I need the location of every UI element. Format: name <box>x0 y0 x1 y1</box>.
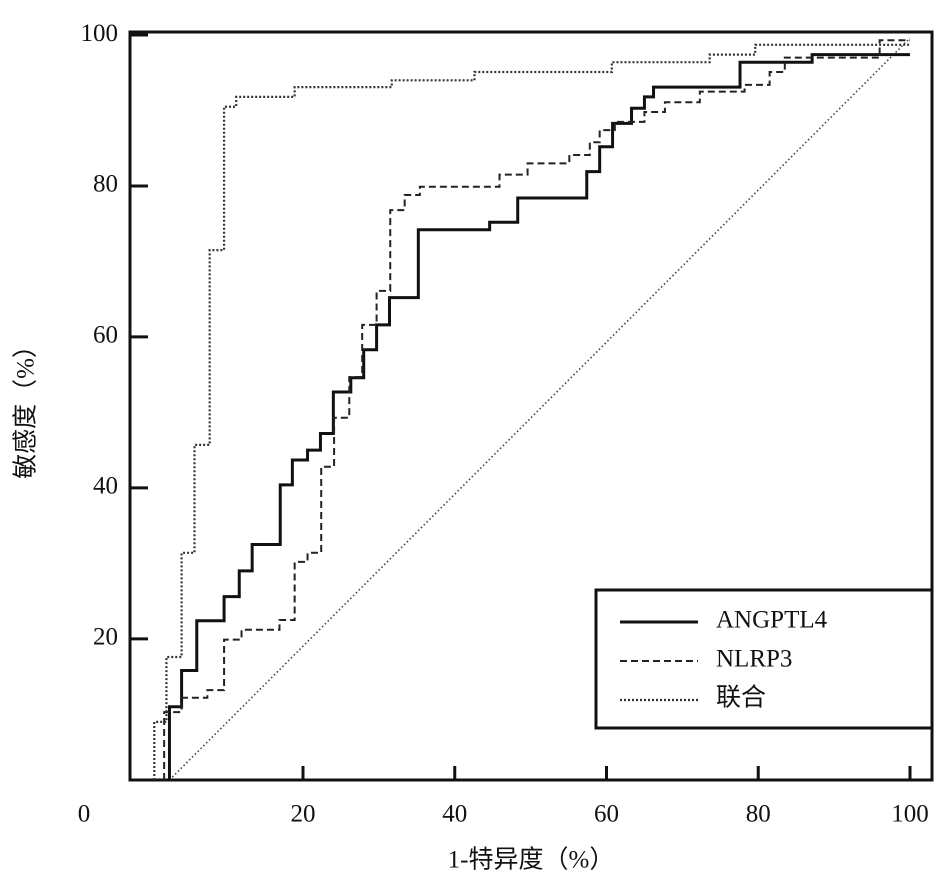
plot-frame <box>128 30 934 782</box>
y-tick-label: 100 <box>81 20 119 47</box>
y-tick-label: 60 <box>93 322 118 349</box>
origin-label: 0 <box>78 801 91 828</box>
series-line <box>163 39 910 780</box>
y-axis-label: 敏感度（%） <box>12 333 40 479</box>
legend-label: NLRP3 <box>716 646 792 673</box>
series-line <box>153 43 910 780</box>
x-tick-label: 40 <box>442 801 467 828</box>
reference-line <box>168 37 911 781</box>
legend-label: 联合 <box>716 684 766 712</box>
legend-label: ANGPTL4 <box>716 607 828 634</box>
y-tick-label: 40 <box>93 473 118 500</box>
x-tick-label: 100 <box>891 801 929 828</box>
legend-box <box>594 588 934 730</box>
x-tick-label: 60 <box>594 801 619 828</box>
series-line <box>167 53 910 780</box>
y-tick-label: 20 <box>93 624 118 651</box>
x-tick-label: 20 <box>290 801 315 828</box>
x-tick-label: 80 <box>746 801 771 828</box>
y-tick-label: 80 <box>93 171 118 198</box>
x-axis-label: 1-特异度（%） <box>448 846 615 874</box>
